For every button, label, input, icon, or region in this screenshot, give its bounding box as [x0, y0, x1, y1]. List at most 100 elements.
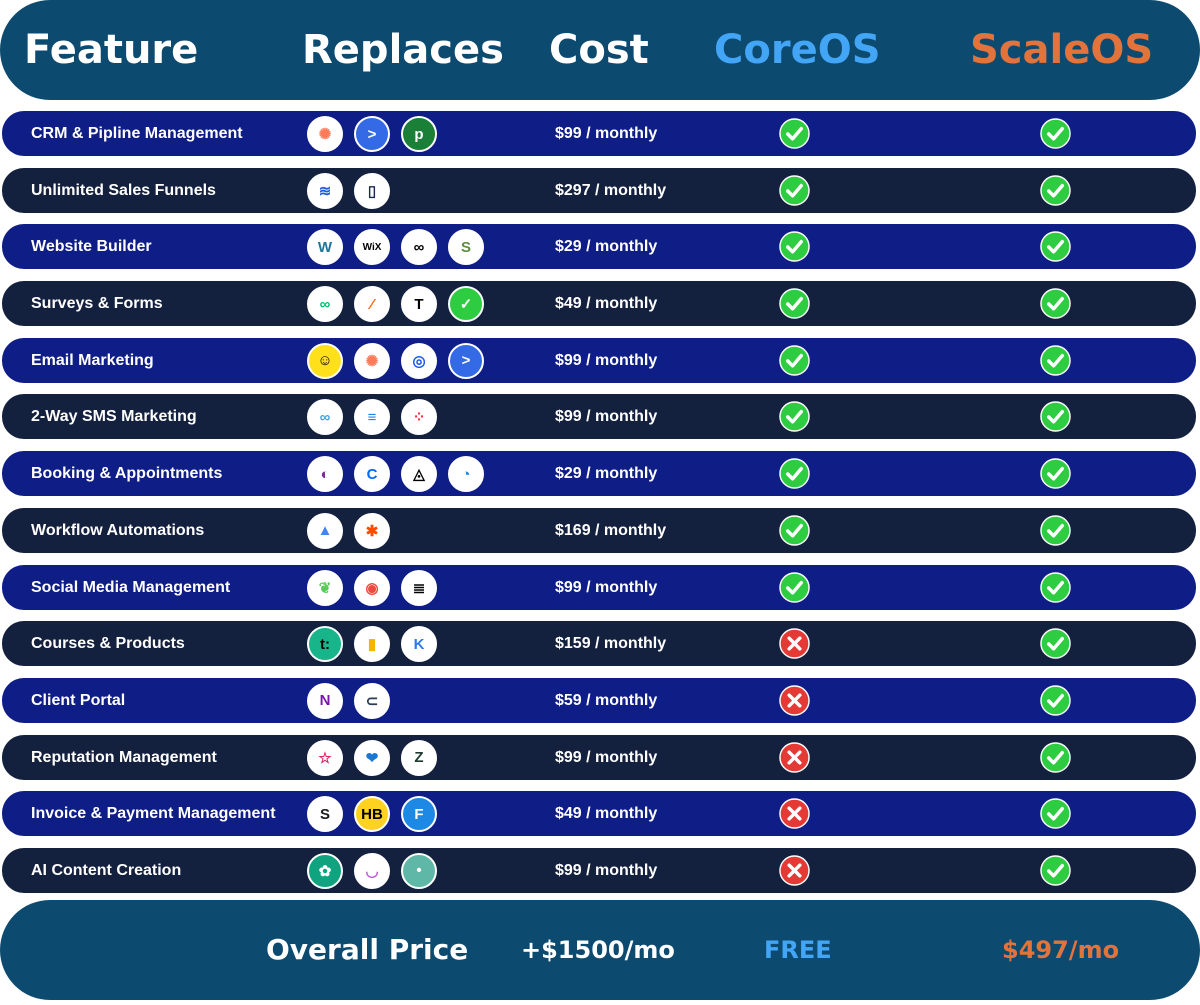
feature-row: Booking & Appointments ◐ C ◬ ◔ $29 / monthly: [2, 451, 1196, 497]
teachable-icon: t:: [307, 626, 343, 663]
feature-row: Reputation Management ☆ ❤ Z $99 / monthly: [2, 734, 1196, 780]
check-icon: [779, 174, 810, 206]
overall-price-coreos: FREE: [764, 936, 832, 964]
sprout-social-icon: ❦: [307, 569, 343, 606]
feature-row: Client Portal N ⊂ $59 / monthly: [2, 677, 1196, 723]
cost-label: $169 / monthly: [555, 521, 667, 539]
cost-label: $99 / monthly: [555, 351, 658, 369]
cost-label: $99 / monthly: [555, 578, 658, 596]
birdeye-icon: ❤: [354, 739, 390, 776]
feature-label: Reputation Management: [31, 748, 217, 766]
replaced-tools: ▲ ✱: [307, 512, 390, 549]
feature-row: Courses & Products t: ▮ K $159 / monthly: [2, 621, 1196, 667]
ai-writer-icon: •: [401, 852, 437, 889]
surveymonkey-icon: ∞: [307, 286, 343, 323]
jotform-icon: ⁄: [354, 286, 390, 323]
feature-label: Invoice & Payment Management: [31, 805, 276, 823]
feature-row: Invoice & Payment Management S HB F $49 / mo…: [2, 791, 1196, 837]
replaced-tools: W WiX ∞ S: [307, 229, 484, 266]
replaced-tools: S HB F: [307, 796, 437, 833]
review-star-icon: ☆: [307, 739, 343, 776]
layers-icon: ≋: [307, 172, 343, 209]
feature-label: Workflow Automations: [31, 521, 205, 539]
cross-icon: [779, 798, 810, 830]
check-icon: [1040, 628, 1071, 659]
make-icon: ▲: [307, 512, 343, 549]
check-icon: [1040, 288, 1071, 319]
replaced-tools: ✿ ◡ •: [307, 852, 437, 889]
feature-label: Courses & Products: [31, 635, 185, 653]
onenote-icon: N: [307, 682, 343, 719]
check-icon: [779, 515, 810, 546]
feature-row: Unlimited Sales Funnels ≋ ▯ $297 / monthly: [2, 167, 1196, 213]
check-icon: [779, 458, 810, 489]
appointment-icon: ◬: [401, 456, 437, 493]
hootsuite-icon: ◉: [354, 569, 390, 606]
stripe-icon: S: [307, 796, 343, 833]
overall-price-scaleos: $497/mo: [1002, 936, 1120, 964]
feature-label: 2-Way SMS Marketing: [31, 408, 197, 426]
replaced-tools: N ⊂: [307, 682, 390, 719]
check-icon: [1040, 798, 1071, 830]
check-icon: [779, 571, 810, 603]
feature-table: CRM & Pipline Management ✺ > p $99 / monthly…: [2, 111, 1196, 905]
check-icon: [1040, 515, 1071, 546]
honeybook-icon: HB: [354, 796, 390, 833]
wix-icon: WiX: [354, 229, 390, 266]
cross-icon: [779, 855, 810, 886]
feature-label: AI Content Creation: [31, 861, 182, 879]
replaced-tools: ☺ ✺ ◎ >: [307, 342, 484, 379]
calendly-icon: C: [354, 456, 390, 493]
feature-row: Email Marketing ☺ ✺ ◎ > $99 / monthly: [2, 337, 1196, 383]
cost-label: $99 / monthly: [555, 408, 658, 426]
feature-label: Booking & Appointments: [31, 465, 223, 483]
client-portal-icon: ⊂: [354, 682, 390, 719]
cost-label: $297 / monthly: [555, 181, 667, 199]
cross-icon: [779, 685, 810, 716]
check-icon: [1040, 741, 1071, 773]
replaced-tools: ∞ ≡ ⁘: [307, 399, 437, 436]
check-icon: [779, 344, 810, 376]
header-scaleos: ScaleOS: [970, 27, 1154, 73]
feature-row: Workflow Automations ▲ ✱ $169 / monthly: [2, 507, 1196, 553]
message-icon: ≡: [354, 399, 390, 436]
header-bar: Feature Replaces Cost CoreOS ScaleOS: [0, 0, 1200, 100]
check-icon: [779, 231, 810, 263]
replaced-tools: ◐ C ◬ ◔: [307, 456, 484, 493]
hubspot-icon: ✺: [307, 116, 343, 152]
feature-row: Surveys & Forms ∞ ⁄ T ✓ $49 / monthly: [2, 281, 1196, 327]
feature-label: Surveys & Forms: [31, 295, 163, 313]
replaced-tools: ☆ ❤ Z: [307, 739, 437, 776]
feature-row: CRM & Pipline Management ✺ > p $99 / monthly: [2, 111, 1196, 156]
squarespace-icon: ∞: [401, 229, 437, 266]
analytics-bars-icon: ▮: [354, 626, 390, 663]
cost-label: $99 / monthly: [555, 748, 658, 766]
cost-label: $49 / monthly: [555, 295, 658, 313]
acuity-icon: ◐: [307, 456, 343, 493]
header-cost: Cost: [549, 27, 649, 73]
footer-bar: Overall Price +$1500/mo FREE $497/mo: [0, 900, 1200, 1000]
feature-row: AI Content Creation ✿ ◡ • $99 / monthly: [2, 847, 1196, 893]
check-icon: [1040, 118, 1071, 149]
replaced-tools: ✺ > p: [307, 116, 437, 152]
sms-link-icon: ∞: [307, 399, 343, 436]
replaced-tools: t: ▮ K: [307, 626, 437, 663]
shopify-icon: S: [448, 229, 484, 266]
check-icon: [779, 401, 810, 433]
wordpress-icon: W: [307, 229, 343, 266]
chatgpt-icon: ✿: [307, 852, 343, 889]
check-icon: [1040, 344, 1071, 376]
cross-icon: [779, 741, 810, 773]
cost-label: $29 / monthly: [555, 238, 658, 256]
header-replaces: Replaces: [302, 27, 504, 73]
buffer-icon: ≣: [401, 569, 437, 606]
cost-label: $99 / monthly: [555, 125, 658, 142]
feature-label: Website Builder: [31, 238, 152, 256]
activecampaign-icon: >: [354, 116, 390, 152]
cost-label: $29 / monthly: [555, 465, 658, 483]
feature-label: Client Portal: [31, 691, 126, 709]
hubspot-icon: ✺: [354, 342, 390, 379]
overall-price-label: Overall Price: [266, 933, 469, 966]
replaced-tools: ≋ ▯: [307, 172, 390, 209]
cost-label: $99 / monthly: [555, 861, 658, 879]
